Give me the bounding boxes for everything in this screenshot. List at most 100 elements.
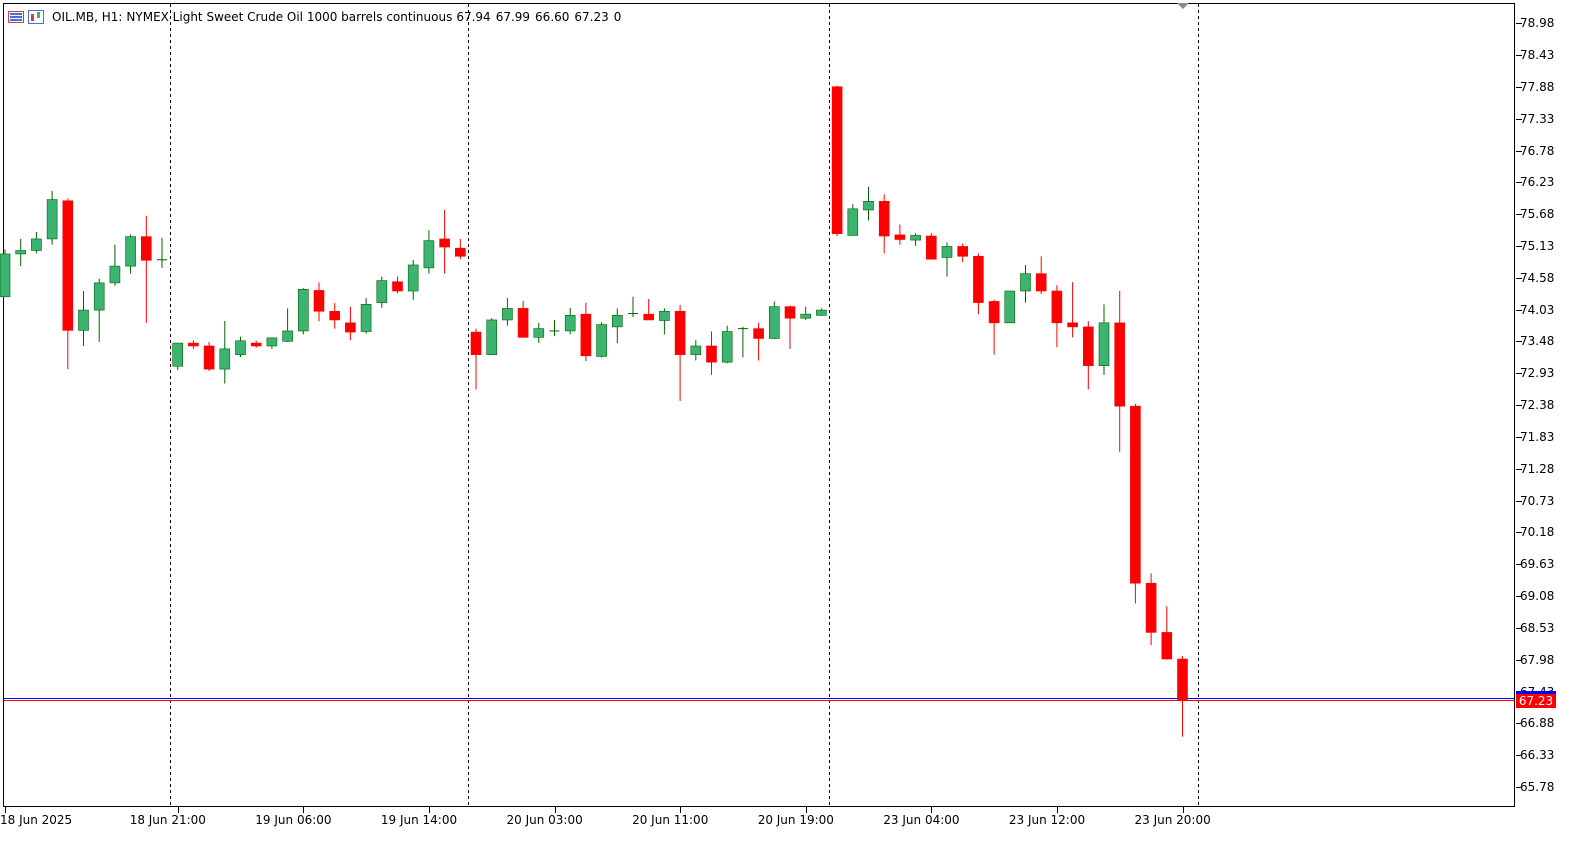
candle-bull-body xyxy=(282,330,293,342)
candle-bear-body xyxy=(517,308,529,338)
candle-bear-body xyxy=(894,234,906,240)
candle-bull-body xyxy=(1004,290,1016,324)
candle-bull-body xyxy=(172,342,183,367)
price-tick-label: 74.58 xyxy=(1520,270,1555,285)
candle-bear-body xyxy=(753,328,764,339)
price-tick-label: 66.88 xyxy=(1520,716,1555,731)
candle-bull-body xyxy=(502,308,513,321)
candle-bear-body xyxy=(1145,582,1157,633)
candle-bear-body xyxy=(1130,405,1141,584)
time-axis[interactable]: 18 Jun 2025 18 Jun 21:00 19 Jun 06:00 19 Ju… xyxy=(0,807,1515,843)
candle-bull-body xyxy=(93,282,105,311)
candle-bull-body xyxy=(423,240,435,269)
price-tick-label: 73.48 xyxy=(1520,334,1555,349)
candle-bull-body xyxy=(596,324,607,357)
candle-bull-body xyxy=(31,238,42,251)
time-tick-label: 23 Jun 04:00 xyxy=(883,813,960,827)
price-tick-label: 77.33 xyxy=(1520,111,1555,126)
candle-bear-body xyxy=(878,201,890,237)
candle-bear-body xyxy=(1161,632,1173,660)
candle-bear-body xyxy=(706,345,717,363)
price-tick-label: 78.43 xyxy=(1520,48,1555,63)
price-tick xyxy=(1516,723,1522,725)
price-tick xyxy=(1516,150,1522,152)
price-tick-label: 67.98 xyxy=(1520,652,1555,667)
time-tick-label: 18 Jun 2025 xyxy=(0,813,73,827)
candle-bear-body xyxy=(1083,326,1094,366)
candle-bear-body xyxy=(188,342,199,347)
candle-bull-body xyxy=(15,250,26,255)
chart-header: OIL.MB, H1: NYMEX Light Sweet Crude Oil … xyxy=(8,8,626,26)
price-tick-label: 78.98 xyxy=(1520,16,1555,31)
time-tick xyxy=(177,807,179,813)
time-tick xyxy=(428,807,430,813)
price-tick-label: 72.93 xyxy=(1520,366,1555,381)
candle-bull-body xyxy=(816,309,827,316)
candle-bear-body xyxy=(313,290,325,312)
price-tick-label: 76.23 xyxy=(1520,175,1555,190)
price-tick xyxy=(1516,118,1522,120)
candle-bull-body xyxy=(266,337,278,347)
price-tick-label: 71.28 xyxy=(1520,461,1555,476)
candle-bull-body xyxy=(109,265,121,284)
candle-bear-body xyxy=(439,238,450,248)
candle-bear-body xyxy=(470,331,482,355)
price-tick-label: 66.33 xyxy=(1520,748,1555,763)
price-tick xyxy=(1516,564,1522,566)
time-tick xyxy=(680,807,682,813)
candle-bull-body xyxy=(125,236,136,267)
price-tick-label: 70.18 xyxy=(1520,525,1555,540)
candle-bull-body xyxy=(219,348,231,370)
candle-bull-body xyxy=(941,246,953,258)
price-tick-label: 75.13 xyxy=(1520,238,1555,253)
time-tick-label: 20 Jun 11:00 xyxy=(632,813,709,827)
candle-bear-body xyxy=(674,310,686,355)
price-tick xyxy=(1516,86,1522,88)
candle-bull-body xyxy=(611,315,623,328)
price-tick xyxy=(1516,23,1522,25)
candle-bull-body xyxy=(564,315,576,332)
price-tick xyxy=(1516,55,1522,57)
price-tick-label: 69.63 xyxy=(1520,557,1555,572)
price-tick-label: 65.78 xyxy=(1520,780,1555,794)
candle-bull-body xyxy=(768,306,780,339)
price-tick xyxy=(1516,245,1522,247)
candle-bear-body xyxy=(643,313,655,321)
candle-bear-body xyxy=(1067,322,1078,328)
candle-chart-icon[interactable] xyxy=(28,10,44,24)
time-tick xyxy=(303,807,305,813)
chart-shift-marker[interactable] xyxy=(1177,3,1189,9)
candle-bull-body xyxy=(360,304,372,332)
list-view-icon[interactable] xyxy=(8,10,24,24)
candle-bull-body xyxy=(800,313,812,319)
symbol-label: OIL.MB, H1: xyxy=(52,10,123,24)
price-tick xyxy=(1516,436,1522,438)
price-tick xyxy=(1516,468,1522,470)
candle-bear-body xyxy=(831,86,843,235)
candle-bear-body xyxy=(1035,273,1047,292)
candle-bull-body xyxy=(46,199,58,240)
volume-value: 0 xyxy=(613,10,622,24)
price-axis[interactable]: 78.98 78.43 77.88 77.33 76.78 76.23 75.68 75.13… xyxy=(1516,3,1593,807)
time-tick-label: 23 Jun 20:00 xyxy=(1134,813,1211,827)
price-tick xyxy=(1516,500,1522,502)
candle-bear-body xyxy=(925,235,937,260)
candle-bull-body xyxy=(721,331,733,363)
ohlc-readout: 67.94 67.99 66.60 67.23 0 xyxy=(456,10,626,24)
price-tick xyxy=(1516,277,1522,279)
candle-bull-body xyxy=(407,264,419,292)
candle-bull-body xyxy=(690,345,702,355)
candle-bull-body xyxy=(863,201,874,211)
candle-bear-body xyxy=(250,342,262,347)
price-tick xyxy=(1516,596,1522,598)
price-tick xyxy=(1516,182,1522,184)
price-tick-label: 77.88 xyxy=(1520,79,1555,94)
chart-plot-area[interactable] xyxy=(3,3,1515,807)
candle-bull-body xyxy=(659,310,670,321)
price-tick xyxy=(1516,787,1522,788)
time-tick xyxy=(1056,807,1058,813)
time-tick xyxy=(554,807,556,813)
time-tick-label: 19 Jun 06:00 xyxy=(255,813,332,827)
price-tick xyxy=(1516,341,1522,343)
candle-bear-body xyxy=(329,310,341,321)
